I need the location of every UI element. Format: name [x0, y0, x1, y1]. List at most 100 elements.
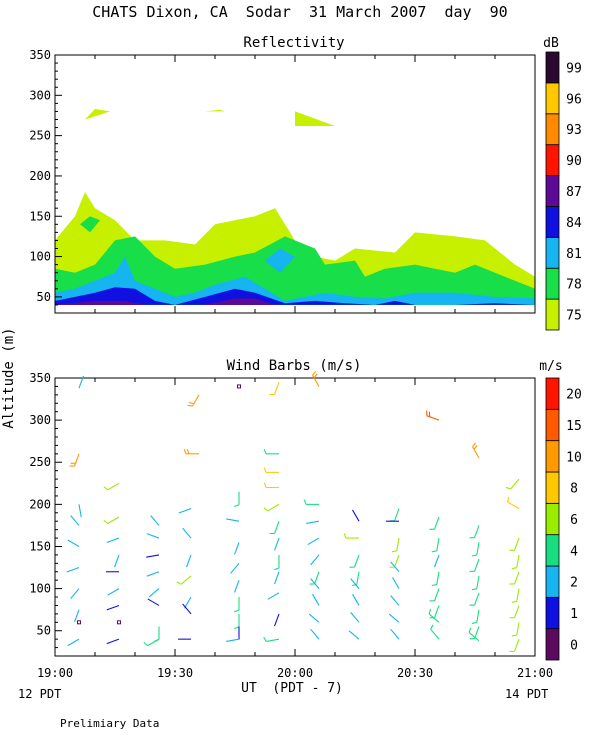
- wind-barb: [469, 525, 480, 539]
- wind-barb: [431, 537, 440, 553]
- wind-barb-feather: [187, 404, 193, 407]
- wind-barb-shaft: [306, 520, 320, 525]
- wind-barb: [343, 533, 359, 539]
- wind-barb-feather: [511, 600, 517, 603]
- wind-barb-shaft: [146, 571, 160, 577]
- wind-barb: [303, 499, 319, 505]
- colorbar-label: 87: [566, 185, 582, 200]
- wind-barb-feather: [505, 486, 511, 490]
- wind-barb-shaft: [106, 604, 120, 611]
- wind-barb: [351, 571, 360, 587]
- wind-barb-shaft: [426, 415, 440, 421]
- wind-barb: [469, 558, 480, 572]
- wind-barb: [468, 627, 480, 642]
- wind-barb: [69, 453, 80, 467]
- colorbar-swatch: [545, 440, 560, 473]
- wind-barb: [471, 542, 480, 557]
- wind-barb-shaft: [390, 595, 400, 606]
- wind-barb-shaft: [352, 593, 360, 606]
- colorbar-swatch: [545, 377, 560, 410]
- colorbar-swatch: [545, 534, 560, 567]
- x-axis-label: UT (PDT - 7): [241, 681, 343, 696]
- wind-barb: [263, 467, 279, 473]
- wind-barb-feather: [511, 567, 517, 570]
- wind-barb: [182, 527, 192, 539]
- wind-barb: [509, 537, 520, 551]
- wind-barb: [178, 508, 192, 514]
- wind-barb: [226, 518, 240, 522]
- wind-barb-feather: [471, 588, 477, 591]
- wind-barb: [150, 515, 160, 526]
- wind-barb-shaft: [514, 537, 520, 551]
- wind-barb-shaft: [310, 554, 320, 566]
- wind-barb-shaft: [106, 537, 120, 544]
- y-tick-label: 50: [37, 624, 51, 638]
- wind-barb: [352, 509, 360, 522]
- y-tick-label: 250: [29, 455, 51, 469]
- wind-barb-feather: [186, 448, 190, 455]
- wind-barb-shaft: [184, 596, 192, 609]
- wind-barb: [312, 593, 320, 606]
- wind-barb-shaft: [150, 515, 160, 526]
- wind-barb: [312, 370, 320, 387]
- wind-barb: [234, 542, 240, 555]
- wind-barb: [234, 597, 240, 613]
- wind-barb: [107, 588, 120, 596]
- wind-barb-shaft: [348, 630, 360, 640]
- reflectivity-region-75: [205, 109, 225, 112]
- wind-barb-shaft: [107, 516, 120, 524]
- wind-barb-shaft: [148, 588, 160, 598]
- wind-barb: [429, 588, 440, 602]
- y-tick-label: 150: [29, 539, 51, 553]
- wind-barb-shaft: [476, 575, 480, 589]
- wind-barb: [274, 571, 280, 585]
- wind-y-ticks: 50 100 150 200 250 300 350: [29, 371, 62, 657]
- y-tick-label: 300: [29, 413, 51, 427]
- wind-barb: [74, 609, 80, 623]
- wind-barb: [389, 554, 400, 568]
- wind-barb-shaft: [312, 593, 320, 606]
- wind-barb-shaft: [106, 638, 120, 645]
- wind-colorbar: 0 1 2 4 6 8 10 15 20: [545, 377, 582, 661]
- wind-barb-shaft: [78, 375, 84, 389]
- wind-barb-shaft: [394, 508, 400, 521]
- wind-barb: [472, 442, 480, 459]
- wind-barb-shaft: [267, 592, 280, 600]
- wind-barb-shaft: [350, 611, 360, 623]
- wind-barb: [426, 410, 440, 421]
- wind-barb-shaft: [234, 579, 240, 593]
- y-tick-label: 100: [29, 582, 51, 596]
- wind-barb: [392, 577, 400, 589]
- wind-barb-feather: [431, 584, 437, 587]
- wind-barb-shaft: [230, 562, 240, 574]
- wind-barb-shaft: [182, 527, 192, 539]
- wind-barb: [352, 593, 360, 606]
- calm-wind-marker: [77, 620, 81, 625]
- wind-barb: [230, 562, 240, 574]
- colorbar-label: 0: [570, 638, 578, 653]
- reflectivity-colorbar-unit: dB: [543, 36, 559, 51]
- wind-barb-feather: [274, 567, 280, 571]
- wind-barb-shaft: [474, 626, 480, 639]
- time-axis-labels: 19:00 19:30 20:00 20:30 21:00: [37, 666, 553, 680]
- wind-barb-shaft: [146, 554, 160, 558]
- wind-barb: [106, 604, 120, 611]
- wind-barb-shaft: [434, 516, 440, 530]
- colorbar-label: 20: [566, 388, 582, 403]
- reflectivity-y-ticks: 50 100 150 200 250 300 350: [29, 48, 62, 314]
- y-tick-label: 50: [37, 290, 51, 304]
- wind-barb-shaft: [226, 518, 240, 522]
- wind-barb-feather: [234, 609, 240, 613]
- colorbar-swatch: [545, 628, 560, 661]
- wind-barb: [471, 609, 480, 624]
- reflectivity-region-87: [55, 298, 275, 305]
- wind-barb-shaft: [274, 537, 280, 551]
- wind-barb-shaft: [78, 504, 82, 518]
- wind-barb-feather: [263, 482, 267, 488]
- wind-barb-feather: [143, 642, 149, 647]
- right-local-time-note: 14 PDT: [505, 687, 548, 701]
- wind-barb: [390, 595, 400, 606]
- wind-barb-shaft: [388, 613, 400, 623]
- wind-barb: [389, 508, 400, 522]
